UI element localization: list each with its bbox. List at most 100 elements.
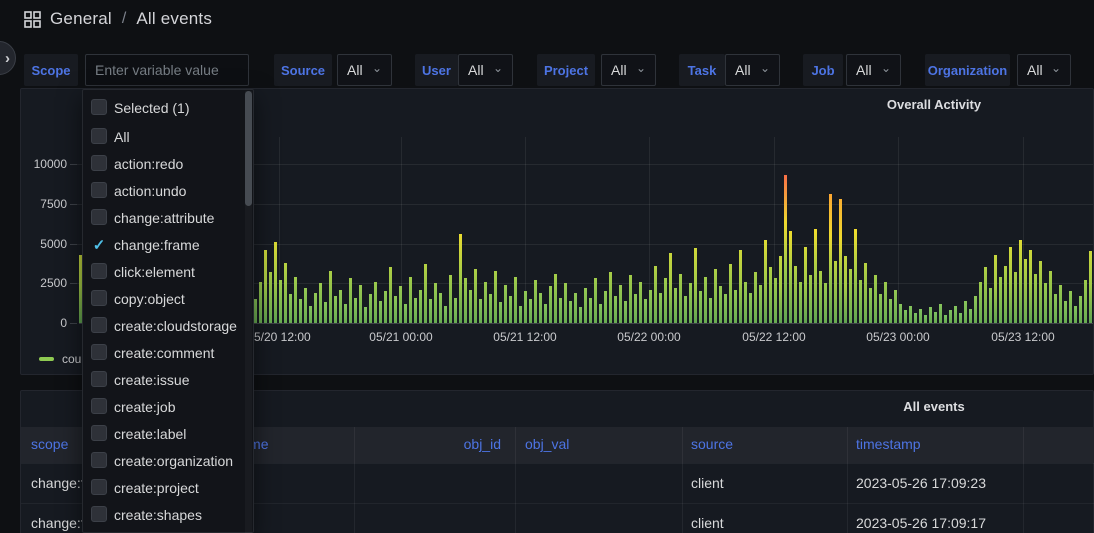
dropdown-item-click-element[interactable]: click:element [83,258,253,285]
dropdown-item-create-shapes[interactable]: create:shapes [83,501,253,528]
panel-title-all-events[interactable]: All events [903,399,964,414]
breadcrumb-page-title[interactable]: All events [136,9,212,29]
chart-bar [429,299,432,323]
y-tick-label: 7500 [21,197,67,211]
cell-source: client [691,515,724,531]
dropdown-item-change-frame[interactable]: ✓change:frame [83,231,253,258]
checkbox[interactable] [91,452,107,468]
chart-bar [1014,272,1017,323]
checkbox[interactable] [91,209,107,225]
chart-bar [504,285,507,323]
table-col-timestamp[interactable]: timestamp [856,436,921,452]
checkbox[interactable] [91,263,107,279]
dropdown-item-create-project[interactable]: create:project [83,474,253,501]
variable-select-user[interactable]: All⌄ [458,54,513,86]
checkbox[interactable] [91,479,107,495]
dropdown-item-create-organization[interactable]: create:organization [83,447,253,474]
chart-bar [809,275,812,323]
chart-bar [894,290,897,323]
checkbox[interactable] [91,344,107,360]
scope-variable-input[interactable] [85,54,249,86]
panel-title-overall-activity[interactable]: Overall Activity [887,97,981,112]
y-tick-mark [70,283,77,284]
table-col-source[interactable]: source [691,436,733,452]
variable-select-task[interactable]: All⌄ [725,54,780,86]
variable-select-task-value: All [735,62,751,78]
dropdown-item-label: change:attribute [114,210,214,226]
chart-bar [834,261,837,323]
chart-bar [449,275,452,323]
chart-bar [649,290,652,323]
table-col-scope[interactable]: scope [31,436,68,452]
checkbox[interactable] [91,371,107,387]
variable-label-project: Project [537,54,595,86]
variable-select-organization[interactable]: All⌄ [1017,54,1071,86]
chart-bar [369,294,372,323]
chart-bar [624,301,627,323]
chart-bar [254,299,257,323]
chart-bar [949,310,952,323]
chart-bar [629,275,632,323]
chart-bar [1024,259,1027,323]
chart-bar [329,271,332,323]
dropdown-item-label: copy:object [114,291,185,307]
chart-bar [569,301,572,323]
chart-bar [989,288,992,323]
variable-select-job[interactable]: All⌄ [846,54,901,86]
cell-source: client [691,475,724,491]
chart-bar [619,285,622,323]
dropdown-scrollbar-thumb[interactable] [245,91,252,206]
chart-bar [524,291,527,323]
dropdown-item-all[interactable]: All [83,123,253,150]
checkbox[interactable] [91,398,107,414]
dropdown-item-copy-object[interactable]: copy:object [83,285,253,312]
chart-bar [339,290,342,323]
chart-bar [839,199,842,323]
dropdown-item-label: action:redo [114,156,183,172]
variable-select-project[interactable]: All⌄ [601,54,656,86]
chart-bar [1054,294,1057,323]
chart-bar [784,175,787,323]
table-col-obj_id[interactable]: obj_id [401,436,501,452]
checkbox[interactable] [91,317,107,333]
chart-bar [984,267,987,323]
checkbox[interactable] [91,290,107,306]
dropdown-item-label: change:frame [114,237,200,253]
checkbox[interactable] [91,182,107,198]
chart-bar [1064,301,1067,323]
variable-select-source[interactable]: All⌄ [337,54,392,86]
dropdown-item-label: create:job [114,399,175,415]
chart-bar [769,267,772,323]
variable-label-scope: Scope [24,54,78,86]
dropdown-item-create-label[interactable]: create:label [83,420,253,447]
checkbox[interactable] [91,99,107,115]
dropdown-item-create-comment[interactable]: create:comment [83,339,253,366]
checkbox[interactable] [91,155,107,171]
checkbox[interactable] [91,506,107,522]
chart-bar [434,283,437,323]
table-col-obj_val[interactable]: obj_val [525,436,569,452]
chart-bar [469,290,472,323]
sidebar-expand-button[interactable]: › [0,41,16,75]
checkbox[interactable] [91,425,107,441]
checkbox[interactable] [91,128,107,144]
dropdown-item-create-job[interactable]: create:job [83,393,253,420]
chevron-down-icon: ⌄ [636,61,646,75]
chart-bar [1029,250,1032,323]
chart-bar [479,299,482,323]
dropdown-item-change-attribute[interactable]: change:attribute [83,204,253,231]
dropdown-item-label: action:undo [114,183,186,199]
chart-bar [904,310,907,323]
chart-bar [939,304,942,323]
chart-bar [294,277,297,323]
chart-bar [1074,306,1077,323]
chart-bar [979,282,982,323]
chart-bar [849,269,852,323]
breadcrumb-section[interactable]: General [50,9,112,29]
dropdown-item-create-issue[interactable]: create:issue [83,366,253,393]
chart-bar [424,264,427,323]
dropdown-item-selected-1-[interactable]: Selected (1) [83,93,253,123]
dropdown-item-create-cloudstorage[interactable]: create:cloudstorage [83,312,253,339]
dropdown-item-action-undo[interactable]: action:undo [83,177,253,204]
dropdown-item-action-redo[interactable]: action:redo [83,150,253,177]
